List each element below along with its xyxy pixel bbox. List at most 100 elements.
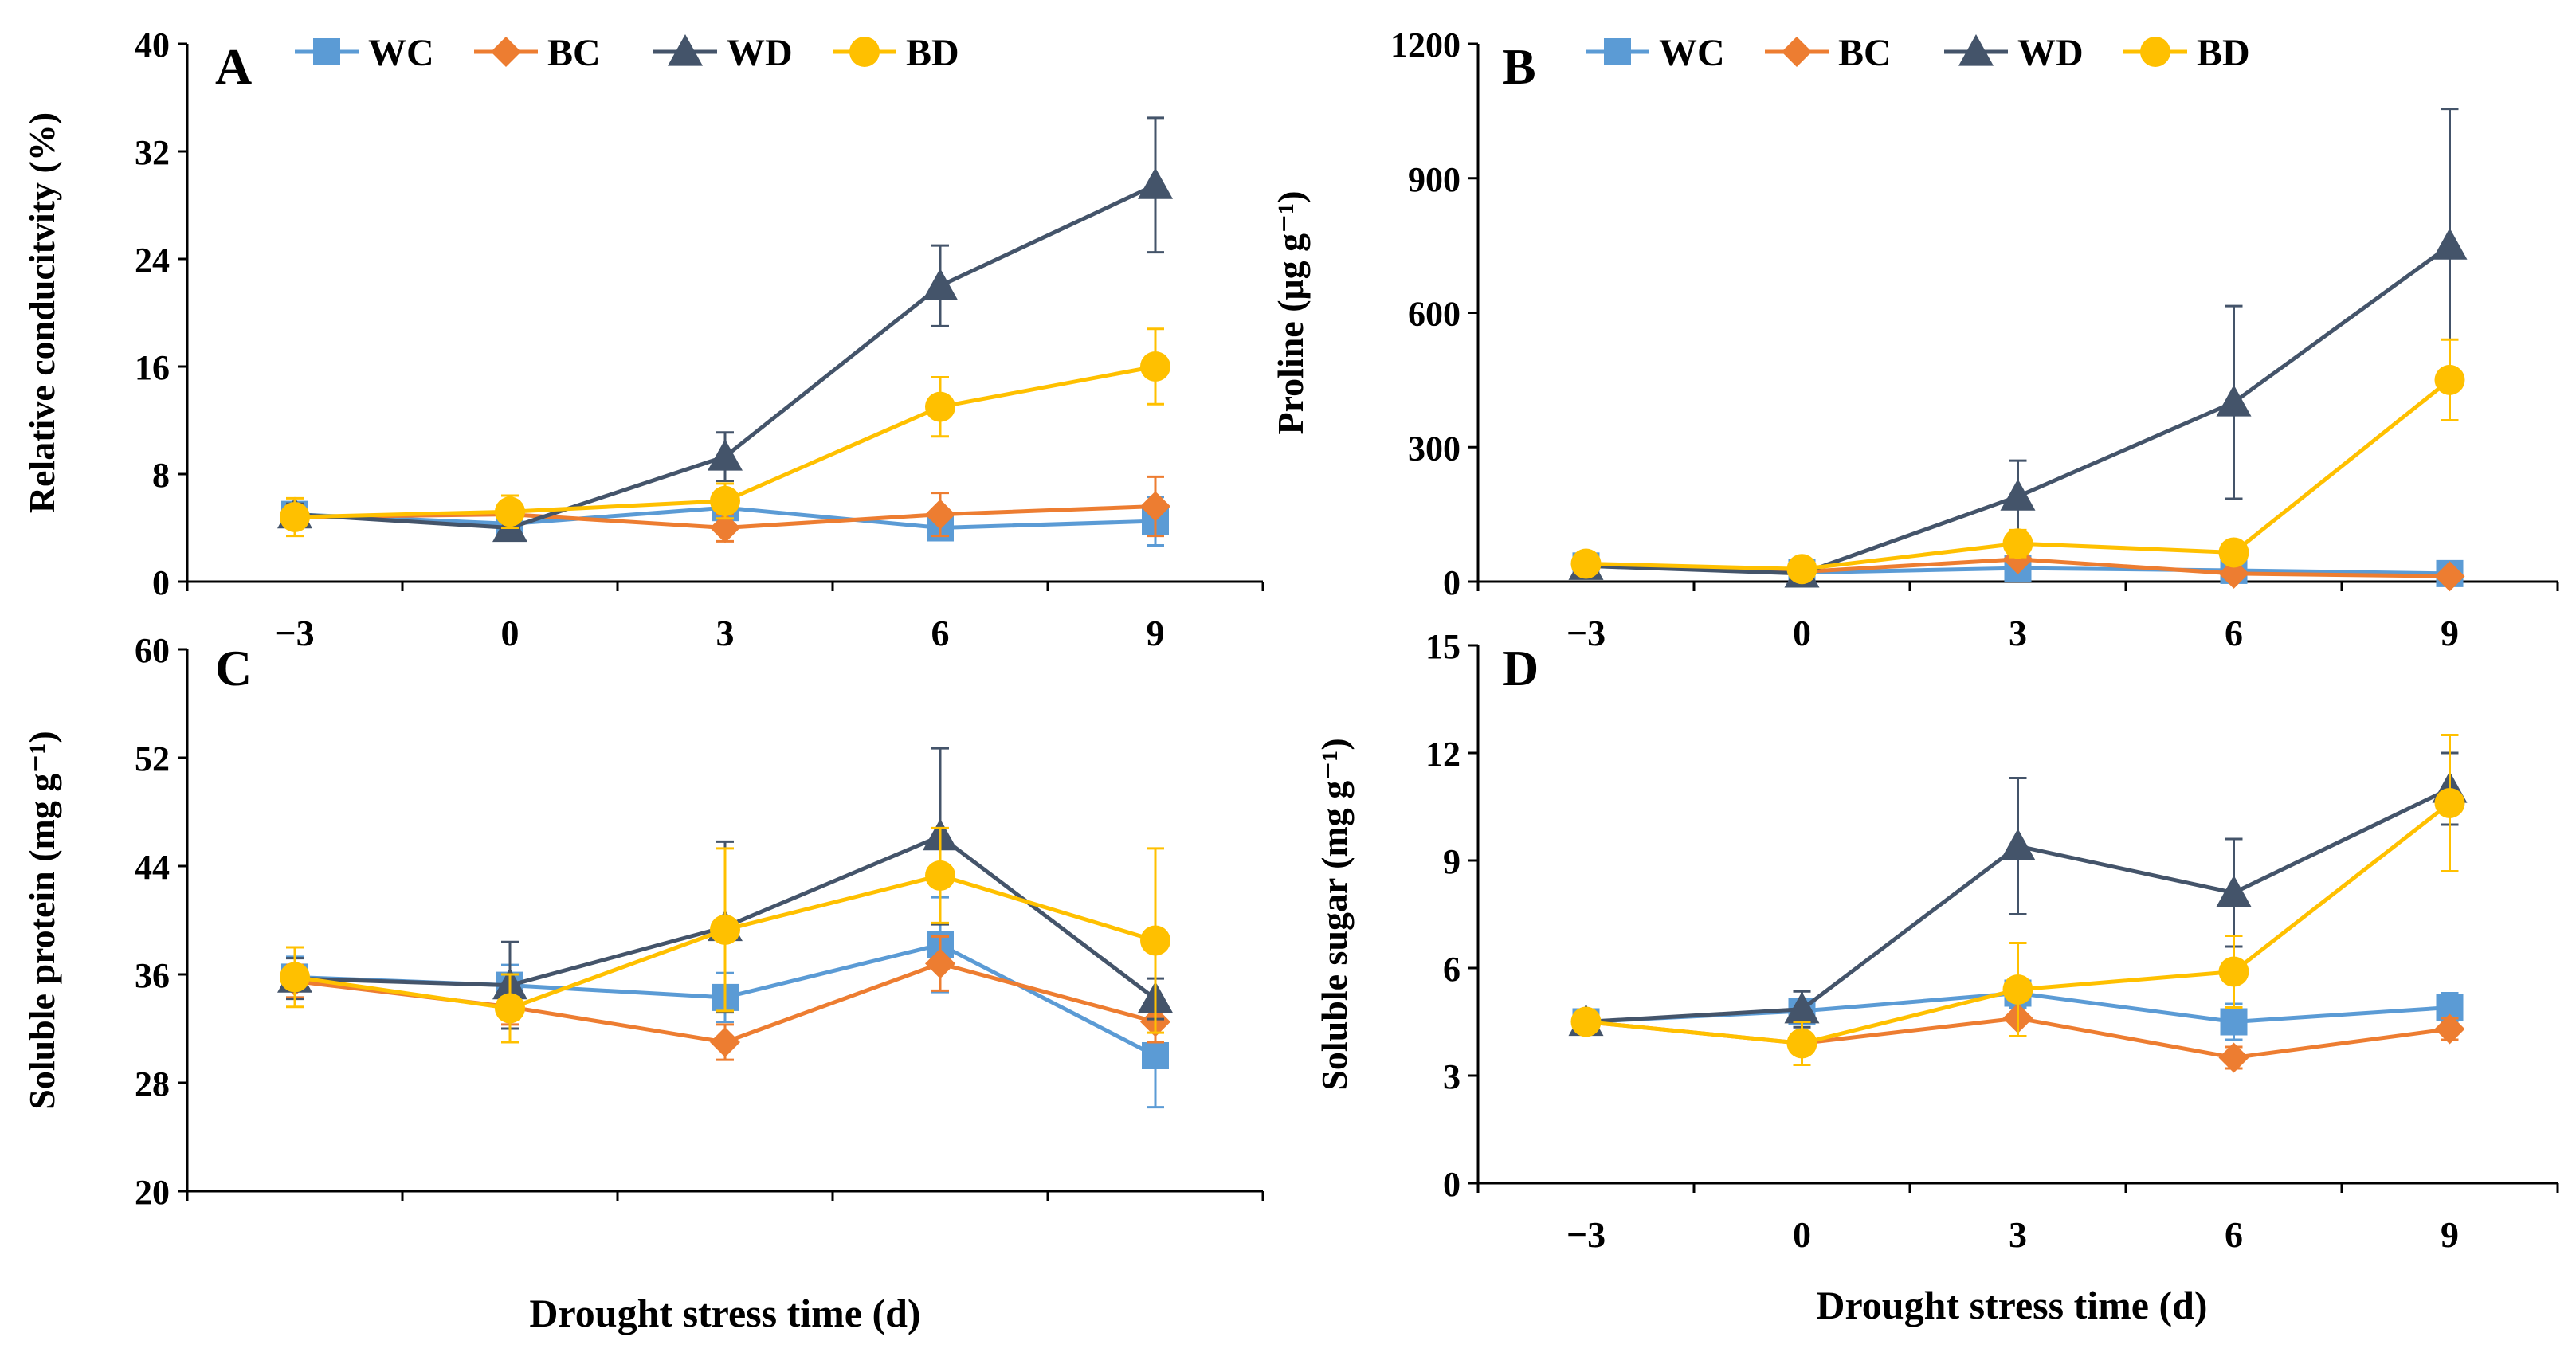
panel-b-y-tick-label: 0 xyxy=(1443,563,1461,602)
panel-d-wd-point xyxy=(1784,991,1820,1024)
panel-a-x-tick-label: 9 xyxy=(1147,613,1165,653)
panel-d-x-tick-label: 6 xyxy=(2225,1214,2243,1255)
panel-c-bd-point xyxy=(280,962,310,993)
panel-a-y-tick-label: 40 xyxy=(135,25,170,65)
panel-b-x-tick-label: 3 xyxy=(2009,613,2027,653)
panel-c-bd-point xyxy=(495,993,525,1024)
panel-b-bd-point xyxy=(1786,554,1817,585)
panel-a-legend-marker-wd xyxy=(668,34,703,66)
panel-b-legend-marker-wc xyxy=(1604,38,1631,65)
panel-a-bc-point xyxy=(710,512,740,543)
panel-a-series-bd xyxy=(280,327,1170,538)
panel-a-y-tick-label: 16 xyxy=(135,348,170,387)
panel-d-series-bd xyxy=(1570,734,2465,1066)
panel-d-letter: D xyxy=(1502,640,1539,696)
panel-a-wd-point xyxy=(708,439,743,471)
panel-d-y-axis-title: Soluble sugar (mg g⁻¹) xyxy=(1314,738,1355,1090)
panel-d-x-tick-label: 0 xyxy=(1793,1214,1811,1255)
panel-b-y-tick-label: 600 xyxy=(1408,295,1461,334)
panel-b-wd-point xyxy=(2432,228,2468,260)
panel-b-y-tick-label: 300 xyxy=(1408,429,1461,468)
panel-a-bd-point xyxy=(925,391,955,422)
panel-b-bd-point xyxy=(2002,528,2033,559)
panel-a-bd-point xyxy=(710,485,740,516)
panel-c: 20 28 36 44 52 60 C Soluble protein (mg g⁻¹) xyxy=(22,631,1264,1212)
panel-b-wd-point xyxy=(2000,479,2036,511)
panel-c-bc-point xyxy=(925,948,955,979)
panel-d-bd-point xyxy=(2002,974,2033,1005)
panel-b-series-wd xyxy=(1568,108,2468,588)
panel-a-y-tick-label: 32 xyxy=(135,133,170,172)
panel-a-bd-point xyxy=(1140,351,1170,382)
panel-c-y-tick-label: 44 xyxy=(135,848,170,887)
panel-a-x-tick-label: 0 xyxy=(501,613,520,653)
panel-d-y-tick-label: 0 xyxy=(1443,1165,1461,1204)
panel-a-y-axis-title: Relative conducitvity (%) xyxy=(22,112,62,513)
panel-b-legend: WC BC WD BD xyxy=(1586,32,2250,74)
panel-b-legend-label-wc: WC xyxy=(1659,32,1725,74)
panel-b-legend-label-wd: WD xyxy=(2017,32,2084,74)
panel-d-bd-point xyxy=(2434,788,2465,818)
panel-d-y-tick-label: 3 xyxy=(1443,1057,1461,1096)
panel-a-bd-point xyxy=(495,496,525,527)
panel-d-bc-point xyxy=(2218,1042,2249,1073)
panel-a-legend-label-bd: BD xyxy=(906,32,959,74)
panel-d-x-tick-label: 9 xyxy=(2441,1214,2459,1255)
panel-c-bd-point xyxy=(925,860,955,891)
panel-d-bd-point xyxy=(2218,956,2249,987)
panel-a-x-tick-label: 3 xyxy=(716,613,735,653)
panel-d-y-tick-label: 9 xyxy=(1443,842,1461,881)
panel-d-y-tick-label: 15 xyxy=(1425,627,1461,666)
panel-c-bd-point xyxy=(710,914,740,945)
panel-a-letter: A xyxy=(215,38,252,95)
panel-b-legend-marker-bc xyxy=(1782,37,1812,67)
panel-a-x-tick-label: −3 xyxy=(275,613,314,653)
panel-c-bd-point xyxy=(1140,925,1170,956)
panel-b-x-tick-label: 6 xyxy=(2225,613,2243,653)
panel-a-legend-label-wd: WD xyxy=(727,32,793,74)
panel-d-wd-point xyxy=(2000,829,2036,860)
panel-a-legend-label-wc: WC xyxy=(368,32,434,74)
panel-b-bc-point xyxy=(2434,561,2465,592)
panel-b: 0 300 600 900 1200 −3 0 3 6 9 B Proline (μg g⁻¹) WC B… xyxy=(1270,25,2559,653)
panel-c-wc-point xyxy=(1142,1042,1169,1069)
panel-a-y-tick-label: 0 xyxy=(152,563,170,602)
panel-c-y-tick-label: 36 xyxy=(135,956,170,995)
panel-d-y-tick-label: 6 xyxy=(1443,950,1461,989)
panel-c-y-tick-label: 60 xyxy=(135,631,170,670)
panel-b-legend-marker-bd xyxy=(2140,37,2170,67)
panel-b-legend-marker-wd xyxy=(1958,34,1994,66)
panel-a-legend-marker-wc xyxy=(313,38,340,65)
panel-d-wd-point xyxy=(2216,875,2252,907)
panel-b-bd-point xyxy=(2218,537,2249,568)
panel-b-legend-label-bc: BC xyxy=(1838,32,1892,74)
panel-a-x-axis-title: Drought stress time (d) xyxy=(529,1291,920,1335)
panel-b-series-bd xyxy=(1570,338,2465,585)
panel-b-y-tick-label: 900 xyxy=(1408,160,1461,199)
panel-c-bc-point xyxy=(710,1027,740,1057)
panel-a-y-tick-label: 8 xyxy=(152,456,170,495)
panel-b-wd-point xyxy=(2216,385,2252,417)
panel-c-y-tick-label: 52 xyxy=(135,739,170,778)
panel-d-bd-point xyxy=(1570,1006,1602,1037)
panel-b-x-tick-label: 9 xyxy=(2441,613,2459,653)
panel-a-bc-point xyxy=(925,499,955,530)
panel-d-wc-point xyxy=(2220,1008,2248,1036)
panel-b-bd-point xyxy=(2434,364,2465,395)
panel-b-bd-point xyxy=(1570,548,1602,579)
panel-c-letter: C xyxy=(215,640,252,696)
panel-c-series-bd xyxy=(280,826,1170,1044)
panel-a-bd-point xyxy=(280,502,310,532)
panel-c-y-tick-label: 20 xyxy=(135,1173,170,1212)
panel-b-y-tick-label: 1200 xyxy=(1390,25,1461,65)
panel-a-legend-marker-bd xyxy=(849,37,880,67)
panel-b-x-tick-label: 0 xyxy=(1793,613,1811,653)
panel-d-x-tick-label: 3 xyxy=(2009,1214,2027,1255)
panel-d-y-tick-label: 12 xyxy=(1425,735,1461,774)
panel-b-letter: B xyxy=(1502,38,1536,95)
panel-d-x-axis-title: Drought stress time (d) xyxy=(1816,1283,2207,1327)
panel-b-y-axis-title: Proline (μg g⁻¹) xyxy=(1270,190,1311,434)
panel-a-series-wd xyxy=(277,116,1173,543)
